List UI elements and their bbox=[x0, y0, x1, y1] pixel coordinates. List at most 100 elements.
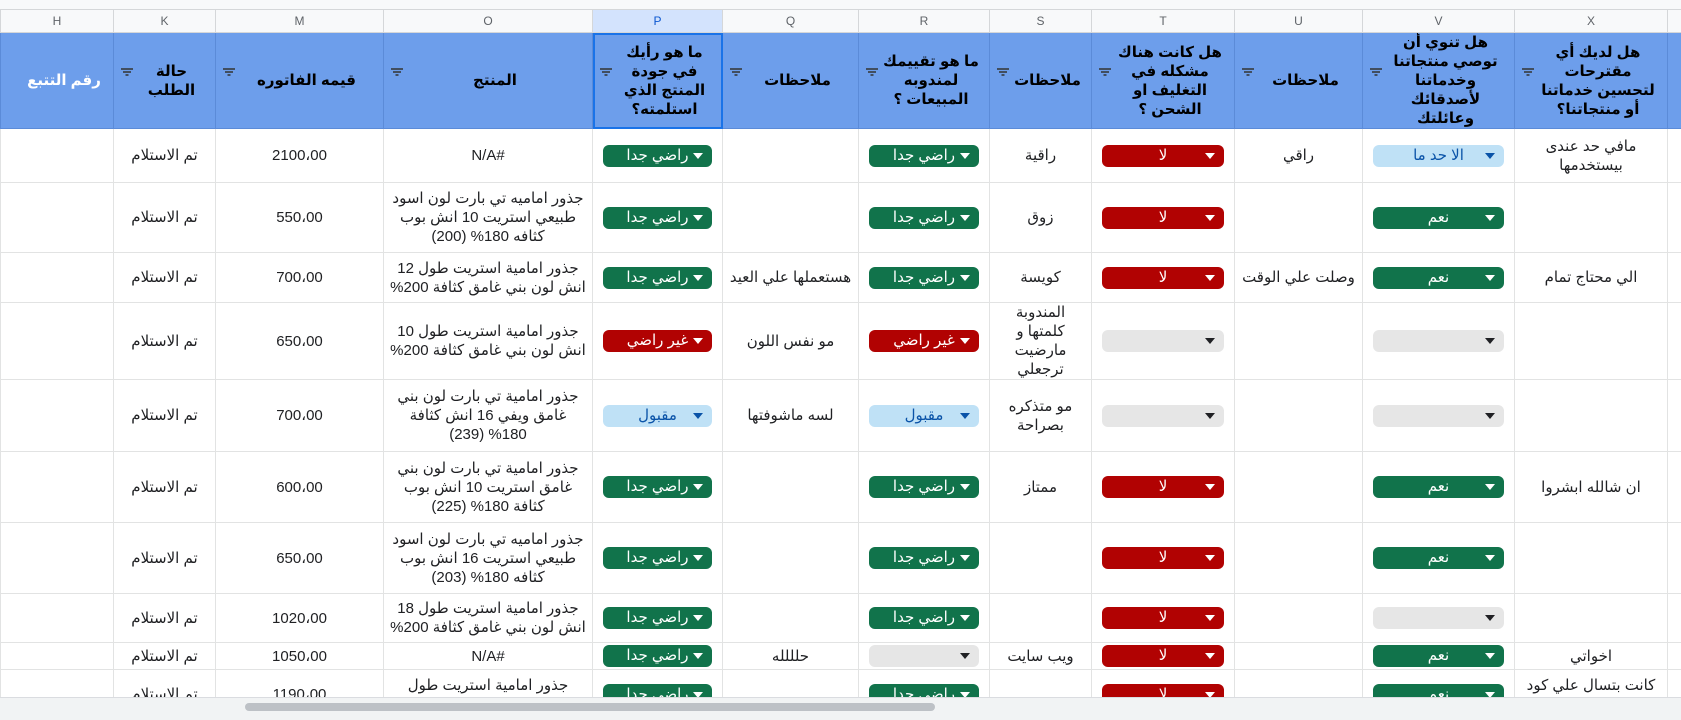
cell[interactable] bbox=[0, 593, 114, 643]
dropdown-chip[interactable] bbox=[1373, 607, 1504, 629]
cell[interactable]: نعم bbox=[1362, 182, 1515, 253]
dropdown-arrow[interactable] bbox=[693, 338, 703, 344]
dropdown-arrow[interactable] bbox=[960, 615, 970, 621]
dropdown-chip[interactable]: لا bbox=[1102, 266, 1224, 289]
column-letter[interactable]: R bbox=[858, 9, 990, 33]
cell[interactable]: ويب سايت bbox=[989, 642, 1092, 670]
cell[interactable]: راضي جدا bbox=[592, 451, 723, 523]
cell[interactable] bbox=[0, 182, 114, 253]
cell[interactable] bbox=[0, 522, 114, 594]
column-letter[interactable]: K bbox=[113, 9, 216, 33]
dropdown-chip[interactable] bbox=[1373, 404, 1504, 427]
cell[interactable]: #N/A bbox=[383, 128, 593, 183]
dropdown-arrow[interactable] bbox=[1485, 691, 1495, 698]
cell[interactable]: حلللله bbox=[722, 642, 859, 670]
dropdown-arrow[interactable] bbox=[1485, 152, 1495, 159]
dropdown-chip[interactable] bbox=[1102, 330, 1224, 352]
filter-icon[interactable] bbox=[996, 67, 1010, 77]
cell[interactable] bbox=[0, 379, 114, 452]
dropdown-chip[interactable]: راضي جدا bbox=[603, 266, 712, 289]
dropdown-chip[interactable]: مقبول bbox=[603, 404, 712, 427]
cell[interactable]: جذور امامية استريت طول 10 انش لون بني غا… bbox=[383, 302, 593, 380]
cell[interactable]: #N/A bbox=[383, 642, 593, 670]
dropdown-arrow[interactable] bbox=[693, 691, 703, 698]
cell[interactable] bbox=[0, 128, 114, 183]
dropdown-arrow[interactable] bbox=[1205, 152, 1215, 159]
cell[interactable]: لا bbox=[1091, 522, 1235, 594]
cell[interactable]: جذور اماميه تي بارت لون اسود طبيعي استري… bbox=[383, 522, 593, 594]
dropdown-arrow[interactable] bbox=[1485, 615, 1495, 621]
filter-icon[interactable] bbox=[120, 67, 134, 77]
cell[interactable] bbox=[1234, 302, 1363, 380]
column-header[interactable]: هل كانت هناك مشكله في التغليف او الشحن ؟ bbox=[1091, 32, 1235, 129]
dropdown-arrow[interactable] bbox=[960, 653, 970, 659]
cell[interactable] bbox=[989, 593, 1092, 643]
column-header[interactable]: رقم التتبع bbox=[0, 32, 114, 129]
dropdown-arrow[interactable] bbox=[693, 274, 703, 281]
dropdown-chip[interactable] bbox=[869, 645, 979, 667]
cell[interactable] bbox=[0, 451, 114, 523]
cell[interactable]: راقي bbox=[1234, 128, 1363, 183]
dropdown-chip[interactable]: لا bbox=[1102, 144, 1224, 167]
cell[interactable]: لا bbox=[1091, 593, 1235, 643]
cell[interactable]: ممتاز bbox=[989, 451, 1092, 523]
column-header[interactable]: ما هو تقييمك لمندوبه المبيعات ؟ bbox=[858, 32, 990, 129]
dropdown-arrow[interactable] bbox=[1205, 555, 1215, 561]
dropdown-chip[interactable]: نعم bbox=[1373, 266, 1504, 289]
cell[interactable] bbox=[722, 593, 859, 643]
column-letter[interactable]: O bbox=[383, 9, 593, 33]
dropdown-arrow[interactable] bbox=[1205, 691, 1215, 698]
dropdown-arrow[interactable] bbox=[693, 152, 703, 159]
cell[interactable]: زوق bbox=[989, 182, 1092, 253]
cell[interactable]: تم الاستلام bbox=[113, 593, 216, 643]
column-header[interactable]: هل تنوي أن توصي منتجاتنا وخدماتنا لأصدقا… bbox=[1362, 32, 1515, 129]
dropdown-chip[interactable]: راضي جدا bbox=[869, 476, 979, 498]
cell[interactable]: جذور امامية استريت طول 18 انش لون بني غا… bbox=[383, 593, 593, 643]
cell[interactable]: راضي جدا bbox=[858, 252, 990, 303]
cell[interactable]: 2100،00 bbox=[215, 128, 384, 183]
cell[interactable] bbox=[1514, 593, 1668, 643]
dropdown-chip[interactable]: نعم bbox=[1373, 206, 1504, 229]
dropdown-arrow[interactable] bbox=[1485, 214, 1495, 221]
cell[interactable]: راضي جدا bbox=[592, 182, 723, 253]
cell[interactable]: لسه ماشوفتها bbox=[722, 379, 859, 452]
cell[interactable]: تم الاستلام bbox=[113, 522, 216, 594]
dropdown-chip[interactable]: لا bbox=[1102, 476, 1224, 498]
column-letter[interactable]: T bbox=[1091, 9, 1235, 33]
dropdown-chip[interactable]: راضي جدا bbox=[869, 547, 979, 569]
cell[interactable]: لا bbox=[1091, 252, 1235, 303]
cell[interactable]: راضي جدا bbox=[858, 182, 990, 253]
column-letter[interactable]: V bbox=[1362, 9, 1515, 33]
cell[interactable]: جذور امامية تي بارت لون بني غامق ويفي 16… bbox=[383, 379, 593, 452]
column-letter[interactable]: X bbox=[1514, 9, 1668, 33]
cell[interactable]: تم الاستلام bbox=[113, 252, 216, 303]
cell[interactable]: ان شالله ابشروا bbox=[1514, 451, 1668, 523]
column-header[interactable]: حالة الطلب bbox=[113, 32, 216, 129]
dropdown-arrow[interactable] bbox=[960, 691, 970, 698]
dropdown-arrow[interactable] bbox=[1485, 338, 1495, 344]
cell[interactable]: راضي جدا bbox=[592, 642, 723, 670]
column-header[interactable]: ملاحظات bbox=[989, 32, 1092, 129]
cell[interactable]: الي محتاج تمام bbox=[1514, 252, 1668, 303]
cell[interactable]: مافي حد عندى بيستخدمها bbox=[1514, 128, 1668, 183]
cell[interactable] bbox=[1234, 642, 1363, 670]
dropdown-chip[interactable]: راضي جدا bbox=[603, 206, 712, 229]
cell[interactable] bbox=[1234, 379, 1363, 452]
dropdown-arrow[interactable] bbox=[960, 338, 970, 344]
cell[interactable] bbox=[0, 642, 114, 670]
cell[interactable] bbox=[989, 522, 1092, 594]
cell[interactable]: هستعملها علي العيد bbox=[722, 252, 859, 303]
cell[interactable]: غير راضي bbox=[858, 302, 990, 380]
cell[interactable]: لا bbox=[1091, 451, 1235, 523]
dropdown-arrow[interactable] bbox=[693, 214, 703, 221]
dropdown-arrow[interactable] bbox=[960, 274, 970, 281]
column-letter[interactable]: H bbox=[0, 9, 114, 33]
dropdown-chip[interactable]: لا bbox=[1102, 206, 1224, 229]
filter-icon[interactable] bbox=[1241, 67, 1255, 77]
dropdown-chip[interactable]: راضي جدا bbox=[869, 266, 979, 289]
cell[interactable] bbox=[722, 128, 859, 183]
cell[interactable]: 650،00 bbox=[215, 522, 384, 594]
dropdown-chip[interactable]: راضي جدا bbox=[603, 476, 712, 498]
cell[interactable]: تم الاستلام bbox=[113, 451, 216, 523]
column-letter[interactable]: U bbox=[1234, 9, 1363, 33]
